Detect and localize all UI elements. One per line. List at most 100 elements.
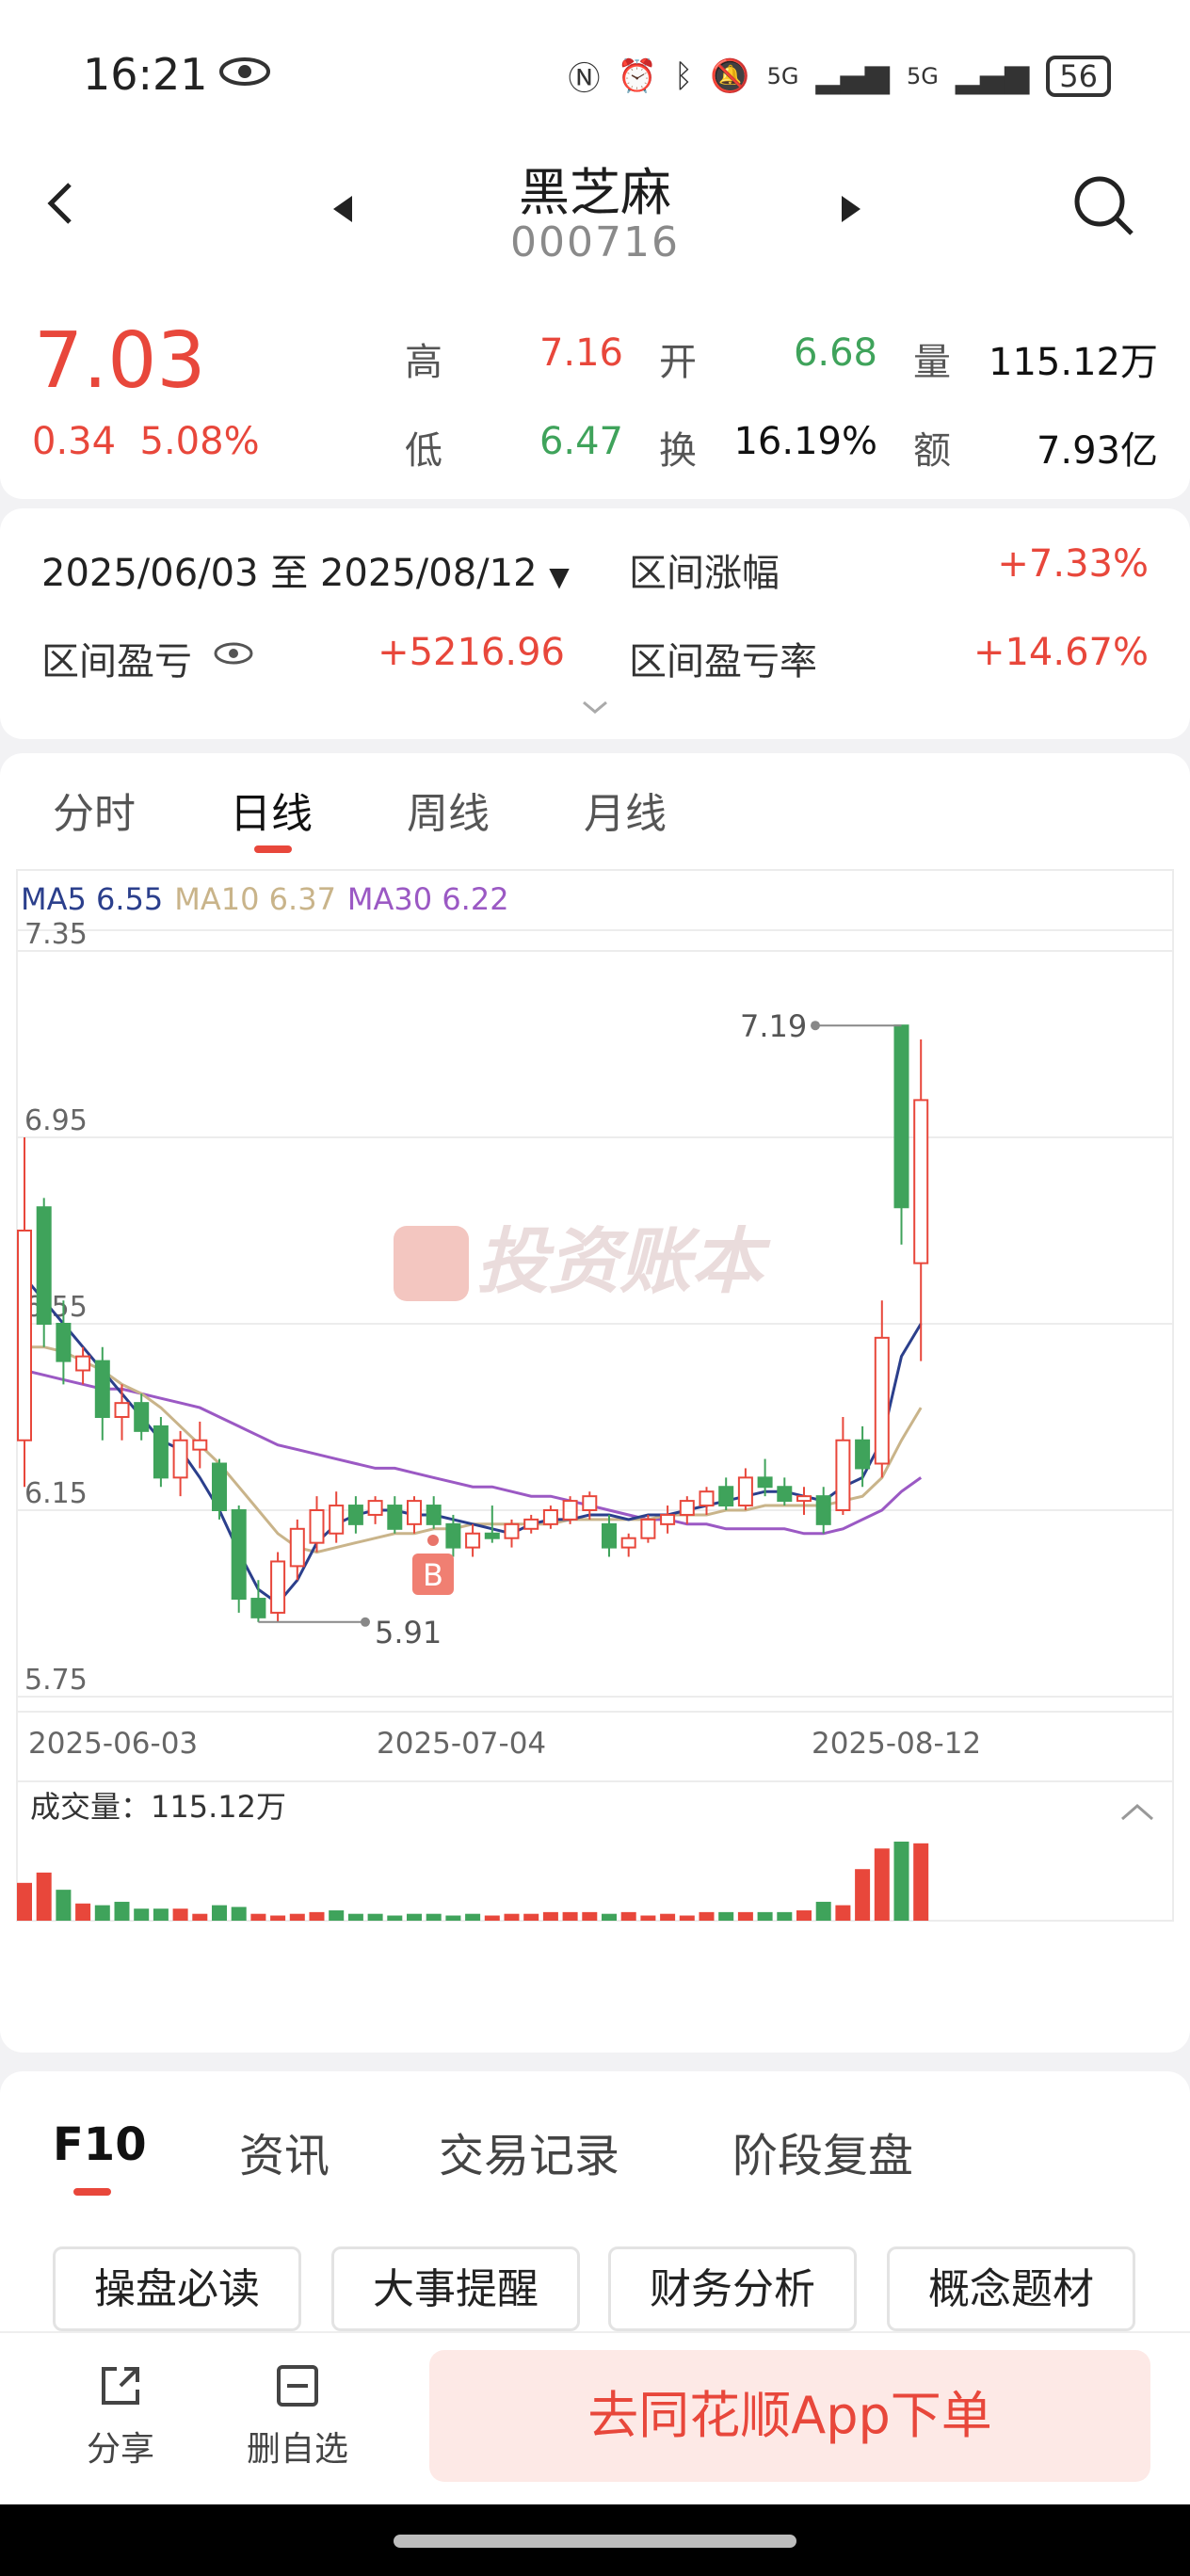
- buy-marker[interactable]: [412, 1554, 454, 1595]
- candle-body: [309, 1509, 325, 1544]
- volume-bar: [172, 1908, 188, 1921]
- turnover-value: 16.19%: [733, 420, 877, 463]
- volume-bar: [329, 1910, 345, 1921]
- volume-bar: [114, 1901, 130, 1921]
- candle-body: [893, 1024, 909, 1209]
- candle-body: [718, 1486, 734, 1507]
- expand-chevron-icon[interactable]: [578, 697, 612, 717]
- volume-bar: [347, 1913, 363, 1921]
- candle-body: [796, 1495, 812, 1503]
- volume-bar: [367, 1913, 383, 1921]
- y-tick-label: 5.75: [24, 1664, 88, 1697]
- back-button[interactable]: [34, 175, 90, 232]
- order-button[interactable]: 去同花顺App下单: [429, 2350, 1150, 2482]
- volume-bar: [465, 1913, 481, 1921]
- signal-bars-icon: ▂▄▆: [815, 56, 890, 95]
- range-gain-value: +7.33%: [997, 542, 1149, 586]
- candle-body: [56, 1323, 72, 1362]
- chip-concept-theme[interactable]: 概念题材: [887, 2246, 1135, 2331]
- share-label: 分享: [86, 2430, 154, 2469]
- tab-trade-records[interactable]: 交易记录: [439, 2130, 620, 2182]
- volume-bar: [777, 1911, 793, 1921]
- chart-panel: 分时 日线 周线 月线 MA5 6.55 MA10 6.37 MA30 6.22…: [0, 753, 1190, 2053]
- range-pnl-value: +5216.96: [378, 631, 565, 674]
- tab-daily[interactable]: 日线: [230, 790, 313, 838]
- tab-intraday[interactable]: 分时: [53, 790, 136, 838]
- volume-bar: [426, 1913, 442, 1921]
- candle-body: [250, 1598, 266, 1618]
- candle-body: [523, 1518, 539, 1530]
- volume-bar: [815, 1901, 831, 1921]
- candle-body: [367, 1500, 383, 1516]
- ma30-line: [24, 1369, 923, 1536]
- kline-chart[interactable]: 投资账本 7.35 6.95 6.55 6.15 5.75 2025-06-03 2025…: [0, 753, 1190, 2053]
- candle-body: [114, 1402, 130, 1419]
- y-tick-label: 6.55: [24, 1291, 88, 1324]
- volume-label: 成交量：115.12万: [30, 1789, 286, 1825]
- change-value: 0.34: [32, 420, 117, 463]
- eye-icon: [219, 57, 270, 86]
- candle-body: [484, 1532, 500, 1539]
- y-tick-label: 6.95: [24, 1104, 88, 1137]
- volume-bar: [893, 1842, 909, 1921]
- open-value: 6.68: [793, 331, 877, 375]
- x-tick-label: 2025-07-04: [377, 1727, 546, 1761]
- volume-bar: [94, 1905, 110, 1921]
- candle-body: [231, 1509, 247, 1601]
- prev-stock-button[interactable]: [324, 190, 362, 228]
- candle-body: [426, 1505, 442, 1525]
- gesture-bar[interactable]: [394, 2535, 796, 2548]
- volume-bar: [874, 1848, 890, 1921]
- volume-bar: [855, 1869, 871, 1921]
- volume-label: 量: [913, 341, 951, 384]
- current-price: 7.03: [34, 316, 206, 406]
- remove-watchlist-label: 删自选: [246, 2430, 348, 2469]
- signal-icon-2: 5G: [906, 62, 939, 89]
- chip-financial-analysis[interactable]: 财务分析: [608, 2246, 857, 2331]
- volume-bar: [289, 1913, 305, 1921]
- tab-weekly[interactable]: 周线: [407, 790, 490, 838]
- amount-value: 7.93亿: [1036, 429, 1158, 473]
- low-marker-label: 5.91: [375, 1615, 442, 1650]
- candle-body: [874, 1336, 890, 1465]
- range-panel: 2025/06/03 至 2025/08/12 ▼ 区间涨幅 +7.33% 区间…: [0, 508, 1190, 739]
- quote-panel: 7.03 0.34 5.08% 高 7.16 开 6.68 量 115.12万 …: [0, 292, 1190, 499]
- search-icon[interactable]: [1069, 171, 1137, 239]
- tab-stage-review[interactable]: 阶段复盘: [732, 2130, 914, 2182]
- high-marker-label: 7.19: [740, 1008, 807, 1044]
- share-button[interactable]: 分享: [64, 2361, 177, 2471]
- tab-f10[interactable]: F10: [53, 2118, 147, 2171]
- eye-icon[interactable]: [213, 640, 254, 667]
- x-tick-label: 2025-06-03: [28, 1727, 198, 1761]
- remove-watchlist-button[interactable]: 删自选: [241, 2361, 354, 2471]
- candle-body: [445, 1522, 461, 1549]
- battery-icon: 56: [1046, 55, 1111, 97]
- candle-body: [153, 1425, 169, 1479]
- date-range-selector[interactable]: 2025/06/03 至 2025/08/12 ▼: [41, 542, 570, 597]
- volume-bar: [737, 1911, 753, 1921]
- low-value: 6.47: [539, 420, 623, 463]
- next-stock-button[interactable]: [832, 190, 870, 228]
- watermark-logo-icon: [394, 1226, 469, 1301]
- tab-monthly[interactable]: 月线: [584, 790, 667, 838]
- volume-bar: [582, 1911, 598, 1921]
- nfc-icon: Ⓝ: [568, 60, 601, 98]
- low-marker-dot: [361, 1617, 370, 1627]
- candle-body: [212, 1462, 227, 1511]
- tab-news[interactable]: 资讯: [239, 2130, 330, 2182]
- candle-body: [289, 1527, 305, 1568]
- chip-major-events[interactable]: 大事提醒: [331, 2246, 580, 2331]
- candle-body: [465, 1532, 481, 1549]
- candle-body: [134, 1402, 150, 1432]
- open-label: 开: [659, 341, 697, 384]
- ma10-label: MA10 6.37: [174, 881, 336, 917]
- candle-body: [407, 1500, 422, 1525]
- volume-bar: [270, 1915, 286, 1921]
- range-pnl-rate-value: +14.67%: [973, 631, 1149, 674]
- candle-body: [387, 1505, 403, 1530]
- volume-bar: [640, 1915, 656, 1921]
- chip-trading-guide[interactable]: 操盘必读: [53, 2246, 301, 2331]
- collapse-chevron-icon[interactable]: [1121, 1804, 1153, 1821]
- candle-body: [757, 1476, 773, 1489]
- share-icon: [102, 2367, 139, 2405]
